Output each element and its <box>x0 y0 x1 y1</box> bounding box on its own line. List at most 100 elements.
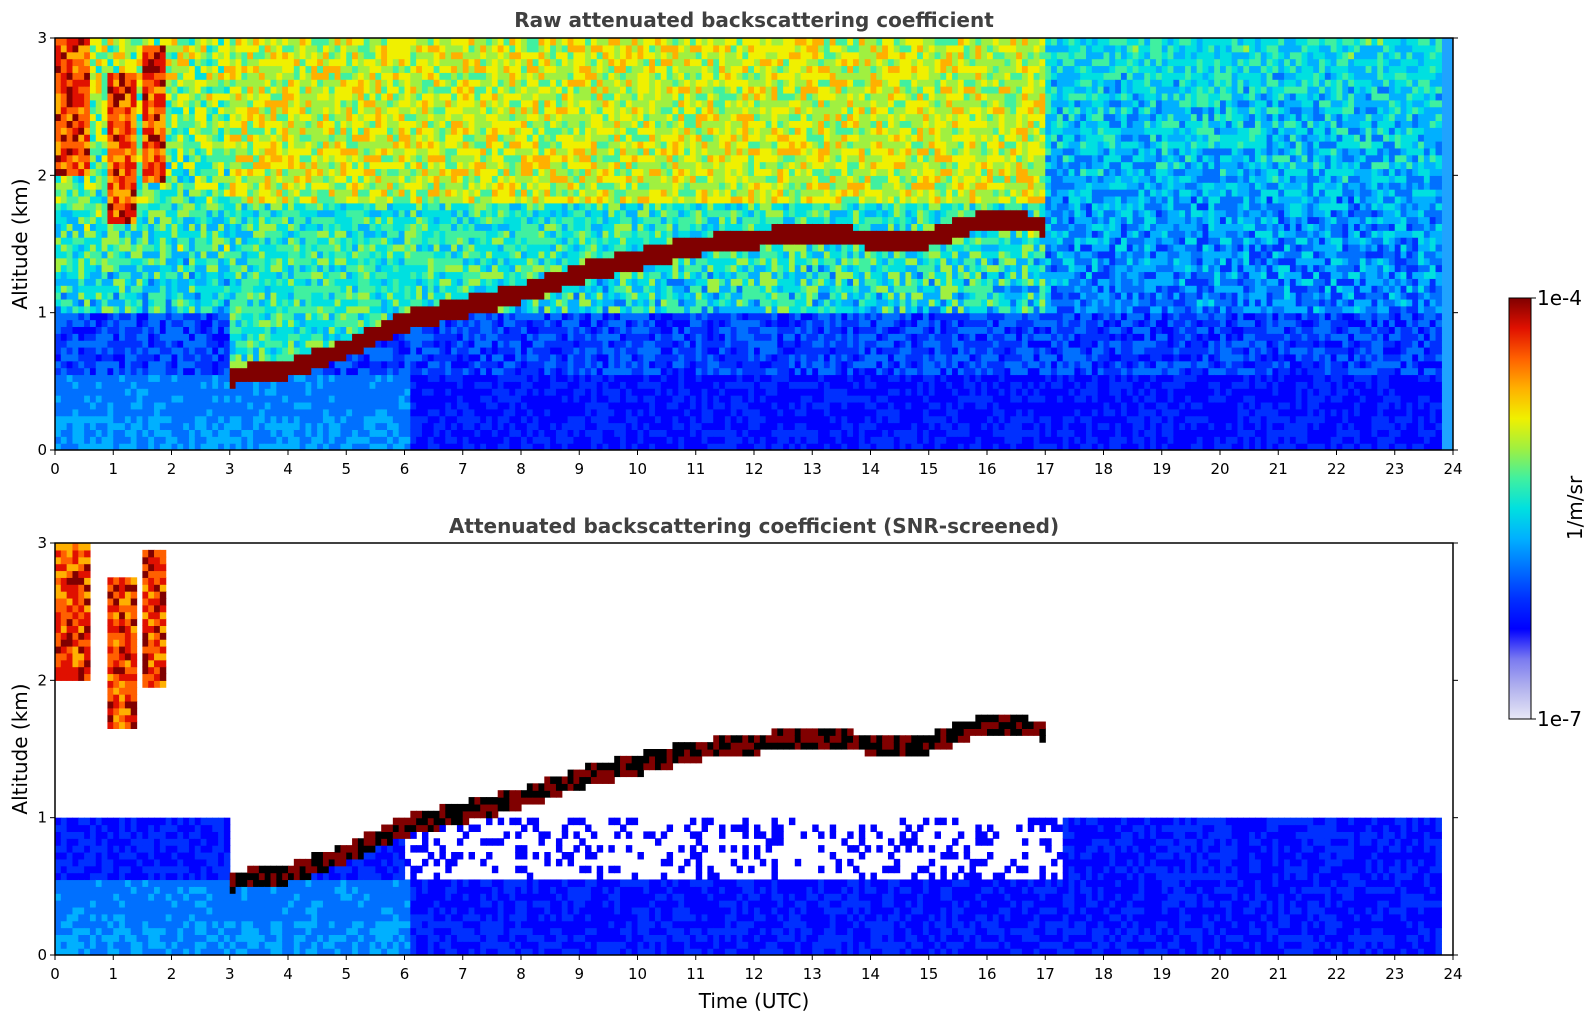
heatmap-cell <box>154 408 161 417</box>
heatmap-cell <box>183 347 190 355</box>
heatmap-cell <box>451 202 458 211</box>
heatmap-cell <box>258 147 266 156</box>
heatmap-cell <box>381 65 388 73</box>
heatmap-cell <box>247 422 254 430</box>
heatmap-cell <box>66 65 74 73</box>
heatmap-cell <box>433 237 441 245</box>
heatmap-cell <box>253 58 260 67</box>
heatmap-cell <box>235 65 242 73</box>
heatmap-cell <box>311 65 318 73</box>
heatmap-cell <box>258 202 266 211</box>
heatmap-cell <box>194 65 202 73</box>
heatmap-cell <box>392 230 400 238</box>
heatmap-cell <box>322 237 330 245</box>
heatmap-cell <box>526 92 534 101</box>
heatmap-cell <box>532 209 540 218</box>
heatmap-cell <box>526 305 534 314</box>
heatmap-cell <box>212 202 219 211</box>
heatmap-cell <box>381 360 388 369</box>
heatmap-cell <box>521 395 528 403</box>
heatmap-cell <box>451 319 458 327</box>
heatmap-cell <box>538 374 545 382</box>
heatmap-cell <box>486 147 493 156</box>
heatmap-cell <box>322 374 330 382</box>
heatmap-cell <box>264 209 272 218</box>
heatmap-cell <box>183 134 190 142</box>
heatmap-cell <box>363 319 371 327</box>
heatmap-cell <box>258 182 266 190</box>
heatmap-cell <box>468 257 475 266</box>
heatmap-cell <box>84 65 91 73</box>
heatmap-cell <box>346 436 353 444</box>
heatmap-cell <box>113 161 120 170</box>
heatmap-cell <box>165 257 173 266</box>
heatmap-cell <box>60 374 68 382</box>
heatmap-cell <box>416 38 423 46</box>
heatmap-cell <box>497 367 505 376</box>
heatmap-cell <box>218 161 225 170</box>
heatmap-cell <box>183 319 190 327</box>
heatmap-cell <box>95 353 103 362</box>
heatmap-cell <box>369 99 376 108</box>
heatmap-cell <box>521 443 528 450</box>
heatmap-cell <box>270 182 277 190</box>
heatmap-cell <box>352 367 359 376</box>
heatmap-cell <box>346 285 353 293</box>
heatmap-cell <box>101 120 109 128</box>
heatmap-cell <box>410 353 417 362</box>
heatmap-cell <box>328 209 336 218</box>
heatmap-cell <box>194 305 202 314</box>
heatmap-cell <box>387 244 394 252</box>
heatmap-cell <box>532 257 540 266</box>
heatmap-cell <box>480 381 487 389</box>
heatmap-cell <box>503 195 510 204</box>
heatmap-cell <box>322 285 330 293</box>
heatmap-cell <box>235 38 242 46</box>
heatmap-cell <box>491 189 499 197</box>
heatmap-cell <box>334 147 342 156</box>
heatmap-cell <box>101 195 109 204</box>
heatmap-cell <box>101 72 109 80</box>
heatmap-cell <box>229 38 237 46</box>
heatmap-cell <box>142 113 149 121</box>
heatmap-cell <box>521 347 528 355</box>
heatmap-cell <box>159 298 167 307</box>
heatmap-cell <box>334 429 342 437</box>
heatmap-cell <box>247 161 254 170</box>
heatmap-cell <box>89 141 97 149</box>
heatmap-cell <box>218 271 225 279</box>
heatmap-cell <box>328 415 336 424</box>
heatmap-cell <box>491 347 499 355</box>
heatmap-cell <box>84 298 91 307</box>
heatmap-cell <box>538 422 545 430</box>
heatmap-cell <box>282 65 289 73</box>
heatmap-cell <box>223 38 231 46</box>
heatmap-cell <box>521 264 528 273</box>
heatmap-cell <box>270 44 277 53</box>
heatmap-cell <box>119 388 126 396</box>
heatmap-cell <box>387 141 394 149</box>
heatmap-cell <box>218 360 225 369</box>
heatmap-cell <box>486 230 493 238</box>
heatmap-cell <box>462 388 470 396</box>
heatmap-cell <box>159 195 167 204</box>
heatmap-cell <box>421 333 429 341</box>
heatmap-cell <box>439 127 446 135</box>
heatmap-cell <box>113 237 120 245</box>
heatmap-cell <box>486 237 493 245</box>
heatmap-cell <box>229 141 237 149</box>
heatmap-cell <box>72 209 79 218</box>
heatmap-cell <box>101 216 109 224</box>
heatmap-cell <box>95 408 103 417</box>
heatmap-cell <box>206 175 213 183</box>
heatmap-cell <box>60 113 68 121</box>
heatmap-cell <box>480 312 487 321</box>
heatmap-cell <box>119 395 126 403</box>
heatmap-cell <box>416 422 423 430</box>
heatmap-cell <box>363 408 371 417</box>
heatmap-cell <box>212 92 219 101</box>
heatmap-cell <box>113 292 120 300</box>
heatmap-cell <box>148 436 155 444</box>
heatmap-cell <box>451 175 458 183</box>
heatmap-cell <box>229 340 237 348</box>
